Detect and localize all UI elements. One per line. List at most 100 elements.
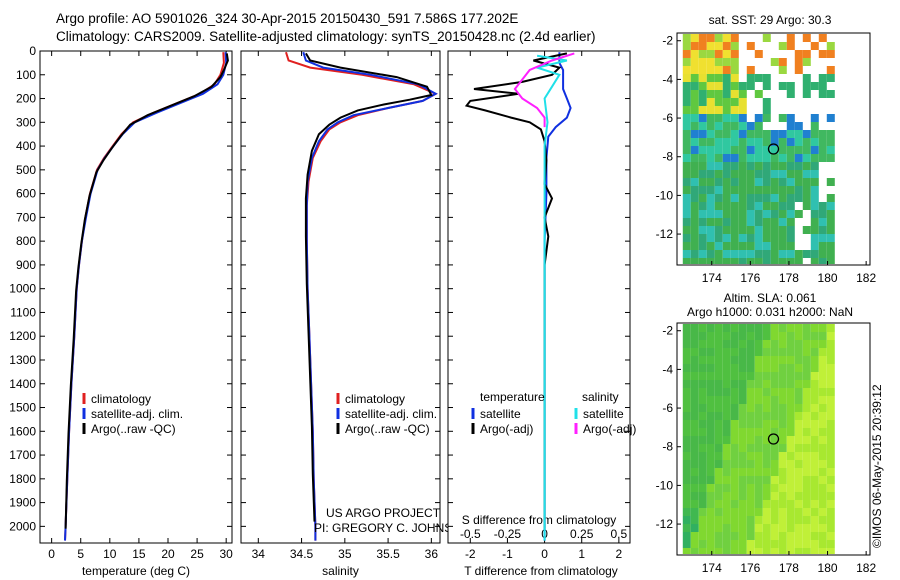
sla-map-cell xyxy=(730,492,739,500)
sst-map-cell xyxy=(714,242,723,250)
sst-map-cell xyxy=(738,250,747,258)
sst-map-cell xyxy=(826,258,835,264)
sst-map-cell xyxy=(746,242,755,250)
sst-map-cell xyxy=(754,202,763,210)
sla-map-cell xyxy=(682,388,691,396)
sla-map-cell xyxy=(698,444,707,452)
sla-map-cell xyxy=(802,468,811,476)
sst-map-cell xyxy=(746,82,755,90)
sla-map-cell xyxy=(810,396,819,404)
sla-map-cell xyxy=(682,468,691,476)
sst-map-title: sat. SST: 29 Argo: 30.3 xyxy=(709,13,832,27)
sst-map-cell xyxy=(794,154,803,162)
sst-map-cell xyxy=(730,122,739,130)
sla-map-cell xyxy=(730,508,739,516)
depth-tick-label: 0 xyxy=(29,44,36,58)
depth-tick-label: 200 xyxy=(16,92,36,106)
sst-map-cell xyxy=(746,162,755,170)
sla-map-cell xyxy=(682,492,691,500)
sla-map-cell xyxy=(802,332,811,340)
sst-map-cell xyxy=(762,186,771,194)
sla-map-cell xyxy=(770,324,779,332)
sla-map-cell xyxy=(770,428,779,436)
sla-map-cell xyxy=(770,492,779,500)
sla-map-cell xyxy=(690,340,699,348)
sst-map-cell xyxy=(802,162,811,170)
sla-map-cell xyxy=(826,324,835,332)
sst-map-cell xyxy=(786,210,795,218)
sla-map-cell xyxy=(690,476,699,484)
depth-tick-label: 2000 xyxy=(9,519,36,533)
sla-map-cell xyxy=(810,492,819,500)
sla-map-cell xyxy=(738,484,747,492)
sla-map-cell xyxy=(682,444,691,452)
sla-map-cell xyxy=(810,444,819,452)
sla-map-cell xyxy=(722,468,731,476)
sst-map-cell xyxy=(706,130,715,138)
sla-map-cell xyxy=(722,548,731,554)
sla-map-cell xyxy=(770,476,779,484)
sla-map-cell xyxy=(818,548,827,554)
sla-map-cell xyxy=(706,540,715,548)
sla-map-cell xyxy=(762,396,771,404)
sla-map-cell xyxy=(762,420,771,428)
sst-map-cell xyxy=(698,58,707,66)
sla-map-cell xyxy=(714,396,723,404)
sla-map-cell xyxy=(810,436,819,444)
sst-map-cell xyxy=(826,154,835,162)
sla-map-cell xyxy=(778,404,787,412)
sla-map-cell xyxy=(738,548,747,554)
sst-map-cell xyxy=(714,186,723,194)
sla-map-cell xyxy=(778,460,787,468)
sst-map-cell xyxy=(786,34,795,42)
sla-map-cell xyxy=(754,428,763,436)
sla-map-cell xyxy=(778,380,787,388)
sla-map-cell xyxy=(738,356,747,364)
sla-map-cell xyxy=(794,492,803,500)
sst-map-cell xyxy=(786,130,795,138)
sla-map-cell xyxy=(770,436,779,444)
sst-map-cell xyxy=(826,242,835,250)
sla-map-cell xyxy=(810,332,819,340)
sla-map-cell xyxy=(746,412,755,420)
sst-map-cell xyxy=(722,66,731,74)
sla-map-cell xyxy=(826,380,835,388)
sla-map-cell xyxy=(802,516,811,524)
sst-map-xtick-label: 174 xyxy=(702,271,722,285)
sst-map-cell xyxy=(682,162,691,170)
sla-map-cell xyxy=(802,340,811,348)
sst-map-cell xyxy=(754,50,763,58)
sla-map-cell xyxy=(826,364,835,372)
sst-map-cell xyxy=(826,202,835,210)
sst-map-cell xyxy=(722,34,731,42)
sst-map-cell xyxy=(794,210,803,218)
sla-map-cell xyxy=(802,540,811,548)
sst-map-cell xyxy=(818,50,827,58)
sla-map-cell xyxy=(778,356,787,364)
sla-map-cell xyxy=(810,516,819,524)
sla-map-cell xyxy=(714,380,723,388)
sst-map-cell xyxy=(722,258,731,264)
sst-map-cell xyxy=(714,162,723,170)
sst-map-cell xyxy=(826,146,835,154)
sst-map-cell xyxy=(738,186,747,194)
sst-map-cell xyxy=(690,98,699,106)
sst-map-cell xyxy=(762,98,771,106)
sst-map-cell xyxy=(762,250,771,258)
sst-map-cell xyxy=(810,82,819,90)
sla-map-cell xyxy=(690,364,699,372)
sst-map-cell xyxy=(794,186,803,194)
sla-map-cell xyxy=(778,324,787,332)
sla-map-cell xyxy=(730,332,739,340)
sst-map-cell xyxy=(818,82,827,90)
sla-map-cell xyxy=(802,380,811,388)
sst-map-cell xyxy=(690,90,699,98)
difference-xtick-label: 1 xyxy=(578,547,585,561)
sst-map-cell xyxy=(754,122,763,130)
sst-map-cell xyxy=(682,202,691,210)
sst-map-cell xyxy=(722,50,731,58)
sla-map-cell xyxy=(714,468,723,476)
sst-map-cell xyxy=(714,250,723,258)
sst-map-cell xyxy=(786,122,795,130)
sst-map-cell xyxy=(682,218,691,226)
